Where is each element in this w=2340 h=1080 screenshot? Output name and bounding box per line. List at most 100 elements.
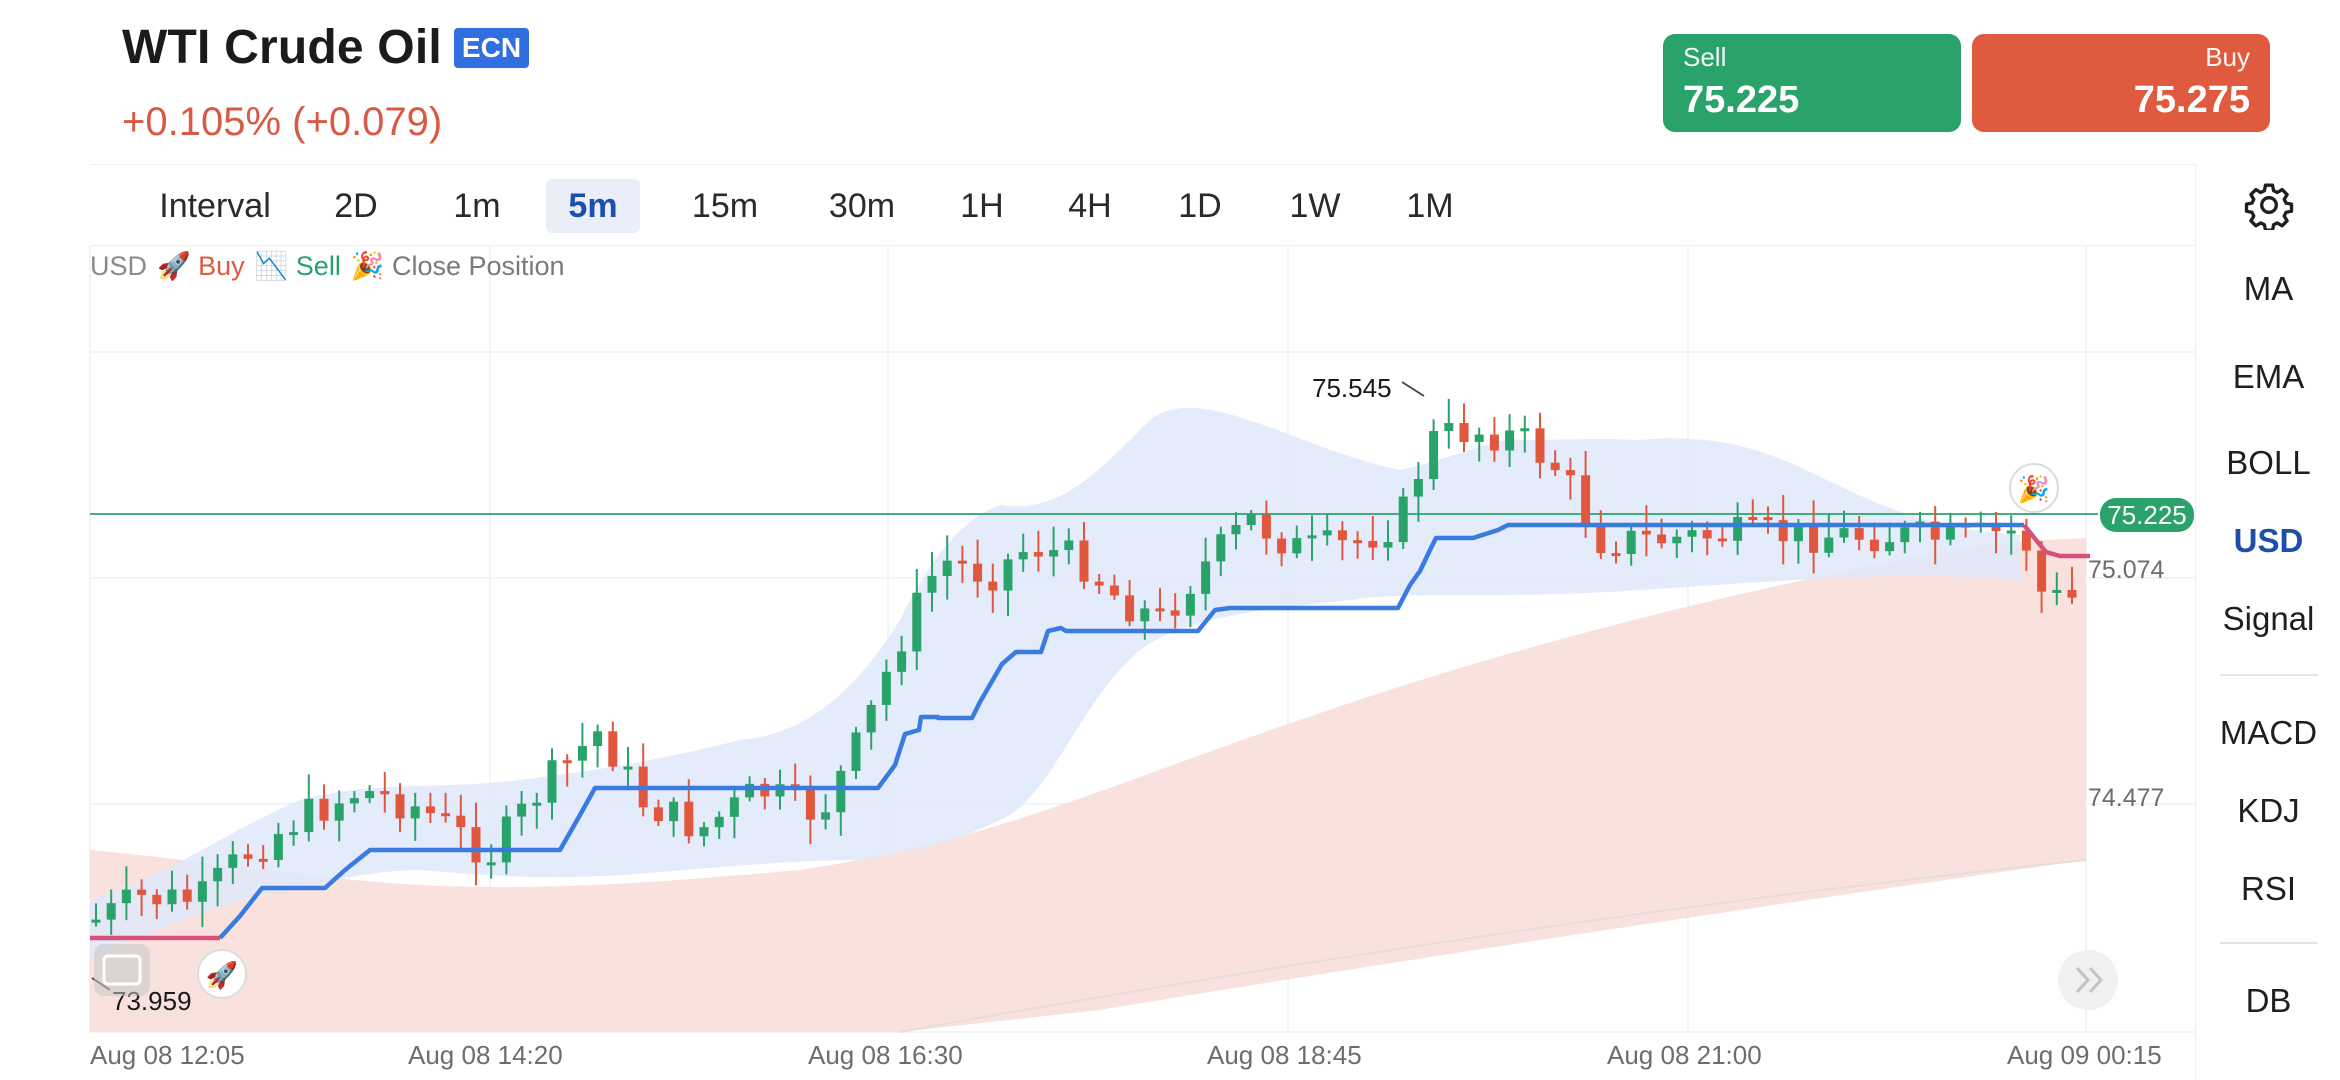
candle-body [471, 827, 481, 863]
candle-body [1064, 540, 1074, 551]
interval-1m[interactable]: 1m [453, 187, 501, 225]
indicator-db[interactable]: DB [2245, 982, 2292, 1019]
candle-body [805, 786, 815, 820]
interval-1h[interactable]: 1H [960, 187, 1004, 225]
buy-rocket-marker-icon[interactable]: 🚀 [197, 949, 247, 999]
candle-body [1474, 434, 1484, 442]
sell-button[interactable]: Sell 75.225 [1663, 34, 1961, 132]
candle-body [1565, 470, 1575, 476]
candle-body [1216, 534, 1226, 562]
indicator-ma[interactable]: MA [2243, 270, 2294, 307]
candle-body [1307, 535, 1317, 539]
interval-15m[interactable]: 15m [691, 187, 759, 225]
candle-body [653, 807, 663, 822]
x-axis-label: Aug 08 16:30 [808, 1040, 963, 1070]
legend-sell: 📉 Sell [254, 251, 341, 281]
candle-body [1155, 608, 1165, 612]
candle-body [2037, 550, 2047, 592]
x-axis-label: Aug 08 14:20 [408, 1040, 563, 1070]
candle-body [1368, 540, 1378, 548]
candle-body [486, 862, 496, 866]
buy-button[interactable]: Buy 75.275 [1972, 34, 2270, 132]
candle-body [1702, 530, 1712, 539]
candle-body [289, 832, 299, 836]
indicator-macd[interactable]: MACD [2219, 714, 2318, 751]
panel-divider [2220, 942, 2318, 944]
indicator-ema[interactable]: EMA [2232, 358, 2305, 395]
candle-body [1185, 593, 1195, 616]
interval-30m[interactable]: 30m [828, 187, 896, 225]
candle-body [699, 827, 709, 837]
candle-body [1581, 475, 1591, 524]
candle-body [912, 592, 922, 652]
high-marker-label: 75.545 [1312, 373, 1392, 403]
candle-body [714, 816, 724, 828]
candle-body [1322, 530, 1332, 536]
candle-body [1717, 538, 1727, 542]
indicator-line [218, 522, 2024, 940]
settings-gear-icon[interactable] [2244, 180, 2294, 230]
candle-body [365, 791, 375, 799]
indicator-rsi[interactable]: RSI [2240, 870, 2296, 907]
candle-body [334, 803, 344, 821]
candle-body [258, 858, 268, 862]
indicator-kdj[interactable]: KDJ [2237, 792, 2300, 829]
candle-body [1641, 530, 1651, 535]
candle-body [866, 704, 876, 733]
candle-body [745, 783, 755, 798]
candle-body [1049, 550, 1059, 557]
candle-body [532, 802, 542, 806]
candle-body [1596, 523, 1606, 554]
indicator-usd[interactable]: USD [2233, 522, 2304, 559]
interval-1d[interactable]: 1D [1178, 187, 1222, 225]
candle-body [1611, 553, 1621, 557]
candle-body [1231, 525, 1241, 535]
chart-legend: USD 🚀 Buy 📉 Sell 🎉 Close Position [90, 250, 565, 282]
candle-body [1733, 517, 1743, 541]
sell-label: Sell [1683, 42, 1727, 72]
interval-1mo[interactable]: 1M [1406, 187, 1454, 225]
interval-5m[interactable]: 5m [546, 179, 640, 233]
candle-body [562, 760, 572, 764]
interval-1w[interactable]: 1W [1289, 187, 1341, 225]
candle-body [2067, 589, 2077, 598]
reset-view-icon[interactable] [94, 944, 150, 996]
candle-body [1809, 523, 1819, 553]
candle-body [2021, 530, 2031, 551]
candle-body [1292, 538, 1302, 554]
candle-body [1489, 434, 1499, 451]
interval-4h[interactable]: 4H [1068, 187, 1112, 225]
candle-body [1246, 514, 1256, 526]
buy-price: 75.275 [2133, 79, 2250, 121]
instrument-header: WTI Crude Oil ECN [122, 20, 530, 75]
close-position-marker-icon[interactable]: 🎉 [2009, 463, 2059, 513]
indicator-panel: MA EMA BOLL USD Signal MACD KDJ RSI DB [2195, 164, 2340, 1080]
sell-price: 75.225 [1683, 79, 1800, 121]
candle-body [425, 806, 435, 814]
candle-body [395, 794, 405, 819]
interval-2d[interactable]: 2D [334, 187, 378, 225]
candle-body [775, 784, 785, 797]
candle-body [1094, 581, 1104, 586]
y-axis-label: 75.074 [2088, 556, 2165, 584]
candle-body [1824, 537, 1834, 553]
current-price-tag: 75.225 [2100, 498, 2194, 532]
indicator-boll[interactable]: BOLL [2226, 444, 2311, 481]
interval-label[interactable]: Interval [159, 187, 271, 225]
candle-body [182, 889, 192, 902]
candle-body [1429, 431, 1439, 479]
current-price-tag-label: 75.225 [2107, 500, 2187, 530]
candle-body [1003, 559, 1013, 591]
candle-body [1261, 514, 1271, 539]
candle-body [942, 560, 952, 576]
candle-body [851, 732, 861, 771]
candle-body [1900, 527, 1910, 543]
candle-body [152, 894, 162, 905]
candle-body [1140, 608, 1150, 622]
indicator-signal[interactable]: Signal [2222, 600, 2315, 637]
legend-close-position: 🎉 Close Position [350, 251, 565, 281]
candle-body [1535, 428, 1545, 463]
scroll-to-latest-icon[interactable] [2058, 950, 2118, 1010]
candle-body [1109, 585, 1119, 596]
